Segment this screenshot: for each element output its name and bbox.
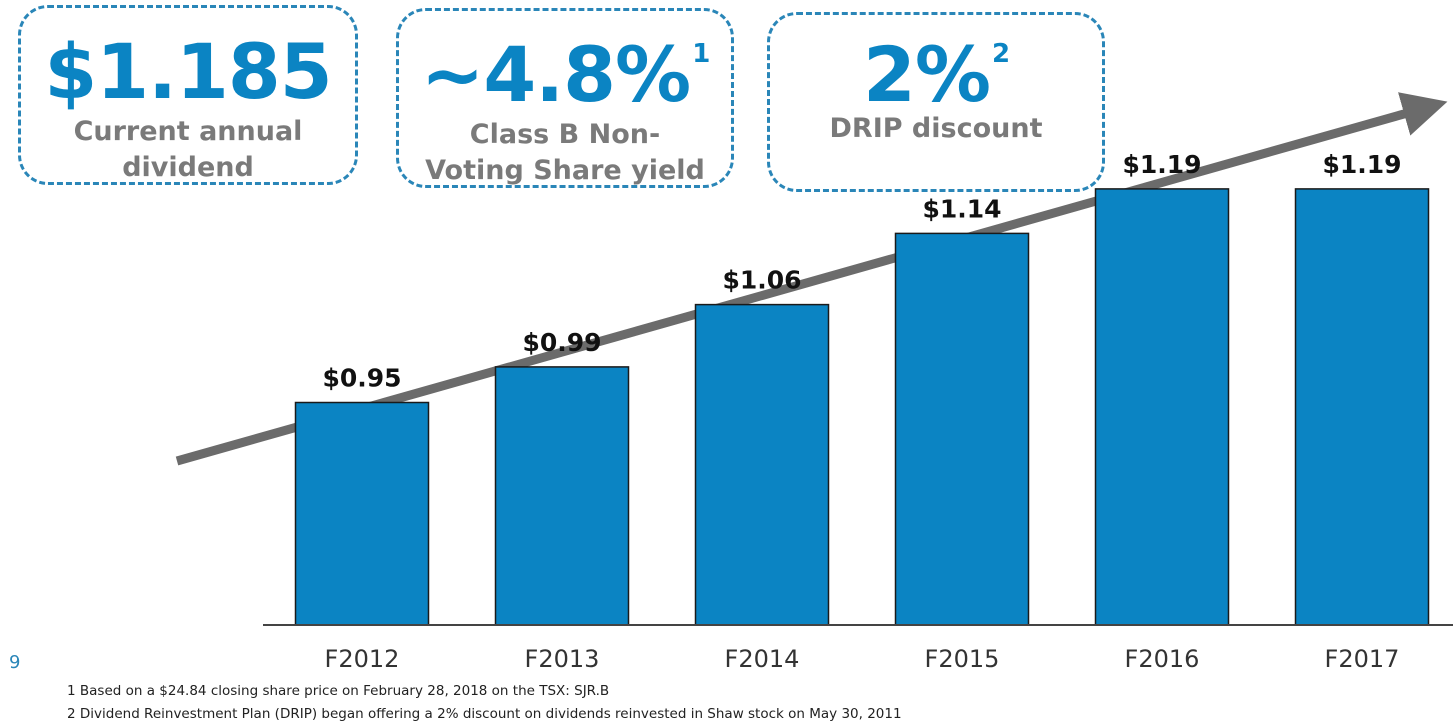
footnote-ref-1: 1 <box>692 39 710 69</box>
footnote-2: 2 Dividend Reinvestment Plan (DRIP) bega… <box>67 706 902 722</box>
data-label-f2017: $1.19 <box>1322 150 1401 179</box>
kpi-label-share-yield: Class B Non- Voting Share yield <box>425 119 705 186</box>
data-label-f2016: $1.19 <box>1122 150 1201 179</box>
bar-f2014 <box>694 303 830 626</box>
bar-f2016 <box>1094 188 1230 626</box>
page-number: 9 <box>9 652 21 673</box>
data-label-f2012: $0.95 <box>322 364 401 393</box>
kpi-label-drip-discount: DRIP discount <box>829 113 1043 144</box>
data-label-f2013: $0.99 <box>522 328 601 357</box>
x-tick-label-f2013: F2013 <box>525 645 600 673</box>
kpi-box-share-yield: ~4.8%1 Class B Non- Voting Share yield <box>396 8 734 188</box>
kpi-value-annual-dividend: $1.185 <box>44 27 332 116</box>
kpi-label-annual-dividend: Current annual dividend <box>73 116 303 183</box>
bar-f2013 <box>494 366 630 626</box>
kpi-value-drip-discount: 2%2 <box>862 30 1010 119</box>
footnote-ref-2: 2 <box>991 39 1010 69</box>
bar-f2012 <box>294 401 430 626</box>
data-label-f2014: $1.06 <box>722 266 801 295</box>
kpi-box-annual-dividend: $1.185 Current annual dividend <box>18 5 358 185</box>
x-tick-label-f2014: F2014 <box>725 645 800 673</box>
x-tick-label-f2015: F2015 <box>925 645 1000 673</box>
x-tick-label-f2012: F2012 <box>325 645 400 673</box>
bar-f2015 <box>894 232 1030 626</box>
kpi-box-drip-discount: 2%2 DRIP discount <box>767 12 1105 192</box>
x-tick-label-f2016: F2016 <box>1125 645 1200 673</box>
data-label-f2015: $1.14 <box>922 194 1001 223</box>
bar-f2017 <box>1294 188 1430 626</box>
x-tick-label-f2017: F2017 <box>1325 645 1400 673</box>
kpi-value-share-yield: ~4.8%1 <box>420 30 711 119</box>
footnote-1: 1 Based on a $24.84 closing share price … <box>67 683 610 699</box>
